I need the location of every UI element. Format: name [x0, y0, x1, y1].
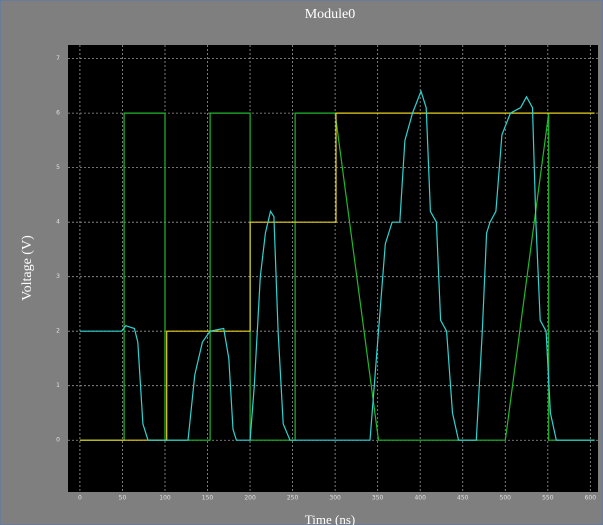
x-tick-label: 50	[119, 495, 127, 502]
chart-title: Module0	[305, 7, 356, 22]
x-tick-label: 250	[287, 495, 299, 502]
x-tick-label: 150	[202, 495, 214, 502]
x-tick-label: 350	[372, 495, 384, 502]
y-tick-label: 2	[56, 328, 60, 335]
x-tick-label: 600	[585, 495, 597, 502]
series-line	[79, 89, 595, 441]
x-tick-label: 400	[414, 495, 426, 502]
plot-area	[68, 45, 598, 492]
x-tick-label: 450	[457, 495, 469, 502]
y-axis-label: Voltage (V)	[20, 235, 35, 301]
y-tick-label: 4	[56, 219, 60, 226]
y-tick-label: 7	[56, 55, 60, 62]
y-tick-label: 5	[56, 164, 60, 171]
y-tick-label: 1	[56, 382, 60, 389]
x-tick-label: 550	[542, 495, 554, 502]
y-tick-label: 0	[56, 437, 60, 444]
x-tick-label: 0	[78, 495, 82, 502]
x-tick-label: 200	[244, 495, 256, 502]
series-line	[79, 112, 595, 441]
x-axis-label: Time (ns)	[305, 512, 355, 525]
y-tick-label: 3	[56, 273, 60, 280]
series-line	[79, 112, 595, 441]
x-tick-label: 100	[159, 495, 171, 502]
x-tick-label: 300	[329, 495, 341, 502]
y-tick-label: 6	[56, 110, 60, 117]
x-tick-label: 500	[500, 495, 512, 502]
